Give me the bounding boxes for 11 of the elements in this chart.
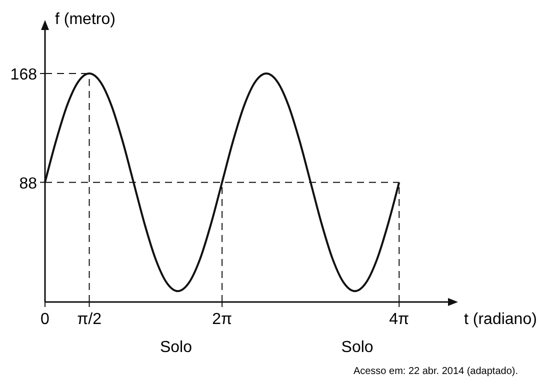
- x-tick-label: π/2: [77, 311, 102, 328]
- text: Solo: [160, 339, 192, 356]
- text: Acesso em: 22 abr. 2014 (adaptado).: [353, 366, 518, 377]
- y-axis-title: f (metro): [55, 11, 116, 28]
- x-axis-title: t (radiano): [464, 311, 537, 328]
- y-tick-label: 168: [10, 66, 38, 84]
- y-tick-label: 88: [19, 175, 38, 192]
- x-tick-label: 2π: [212, 311, 232, 328]
- text: Solo: [341, 339, 374, 356]
- x-tick-label: 4π: [389, 311, 410, 328]
- x-tick-label: 0: [40, 311, 50, 328]
